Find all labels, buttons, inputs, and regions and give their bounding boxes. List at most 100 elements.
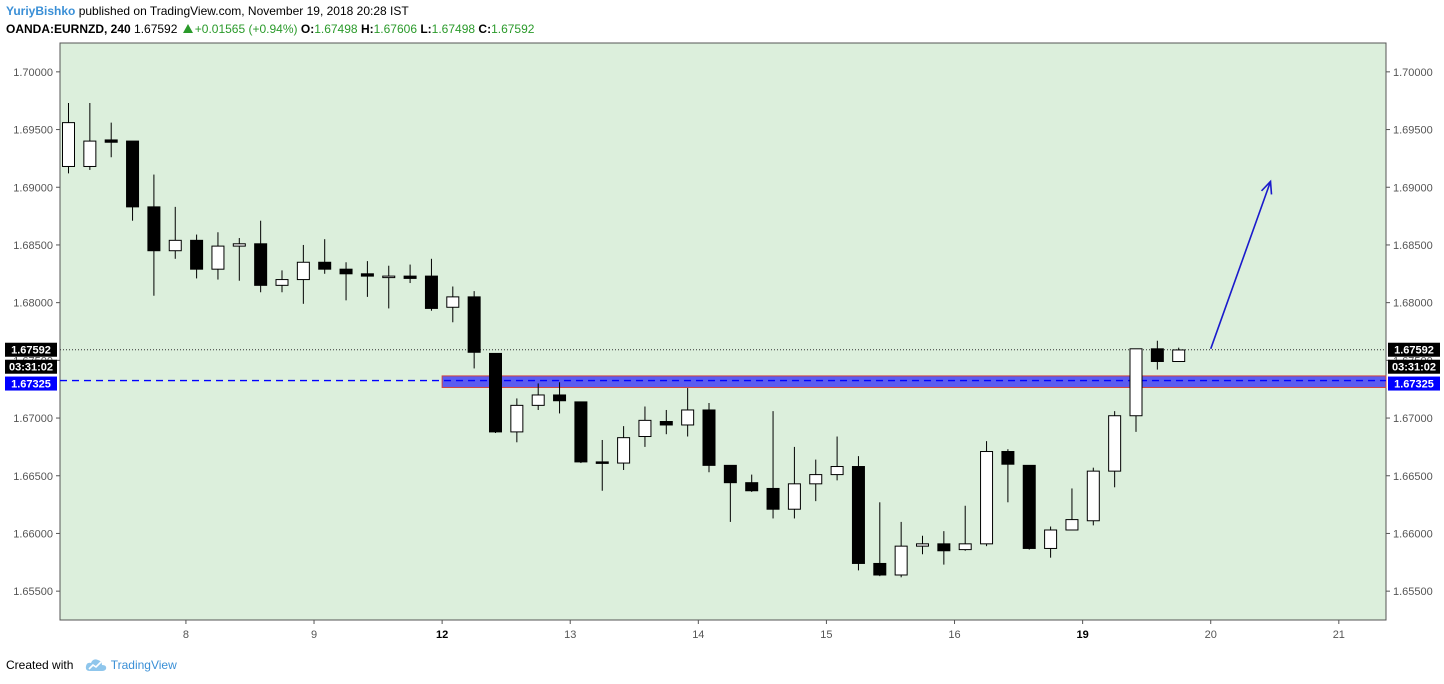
candle-body (937, 543, 951, 552)
y-tick-label-left: 1.66000 (13, 528, 53, 540)
candle-body (617, 437, 631, 464)
countdown-tag-left: 03:31:02 (9, 362, 53, 374)
candle-body (467, 296, 481, 353)
candle-body (83, 140, 97, 167)
y-tick-label-right: 1.68500 (1393, 240, 1433, 252)
candle-body (275, 279, 289, 286)
countdown-tag-right-bg (1388, 359, 1440, 374)
support-tag-left: 1.67325 (11, 379, 51, 391)
y-tick-label-right: 1.70000 (1393, 67, 1433, 79)
open-label: O: (300, 22, 315, 36)
candle-body (659, 421, 673, 426)
tradingview-cloud-icon (85, 659, 106, 671)
current-price-tag-left-bg (5, 342, 57, 357)
x-tick-label: 21 (1333, 629, 1345, 641)
candle-body (553, 394, 567, 402)
x-tick-label: 14 (692, 629, 704, 641)
candle-body (232, 243, 246, 247)
x-tick-label: 9 (311, 629, 317, 641)
y-tick-label-left: 1.70000 (13, 67, 53, 79)
candle-body (830, 466, 844, 476)
candle-body (382, 275, 396, 279)
y-tick-label-right: 1.66000 (1393, 528, 1433, 540)
tradingview-brand[interactable]: TradingView (110, 658, 177, 672)
created-with-text: Created with (6, 658, 74, 672)
support-zone (441, 375, 1387, 388)
candle-body (1150, 348, 1164, 363)
candle-body (424, 275, 438, 309)
x-tick-label: 15 (820, 629, 832, 641)
countdown-tag-left-bg (5, 359, 57, 374)
low-value: 1.67498 (431, 22, 476, 36)
x-tick-label: 20 (1205, 629, 1217, 641)
high-label: H: (360, 22, 374, 36)
candle-body (809, 474, 823, 485)
up-arrow-icon (182, 24, 193, 33)
candle-body (147, 206, 161, 252)
candle-body (1086, 470, 1100, 522)
support-tag-right-bg (1388, 376, 1440, 391)
candle-body (1044, 529, 1058, 549)
y-tick-label-left: 1.69000 (13, 182, 53, 194)
candle-body (1001, 451, 1015, 465)
author-name[interactable]: YuriyBishko (6, 4, 76, 18)
candle-body (766, 487, 780, 510)
y-tick-label-right: 1.69500 (1393, 125, 1433, 137)
open-value: 1.67498 (314, 22, 358, 36)
footer: Created with TradingView (6, 658, 177, 672)
support-tag-left-bg (5, 376, 57, 391)
candle-body (681, 409, 695, 426)
candle-body (126, 140, 140, 208)
y-tick-label-left: 1.65500 (13, 586, 53, 598)
change-value: +0.01565 (+0.94%) (194, 22, 298, 36)
y-tick-label-right: 1.65500 (1393, 586, 1433, 598)
current-price-tag-right: 1.67592 (1394, 345, 1434, 357)
candle-body (638, 419, 652, 438)
x-tick-label: 12 (436, 629, 448, 641)
current-price-tag-left: 1.67592 (11, 345, 51, 357)
y-tick-label-right: 1.68000 (1393, 298, 1433, 310)
header-line-2: OANDA:EURNZD, 240 1.67592 +0.01565 (+0.9… (6, 22, 534, 36)
x-tick-label: 13 (564, 629, 576, 641)
y-tick-label-left: 1.69500 (13, 125, 53, 137)
close-label: C: (478, 22, 492, 36)
candle-body (980, 451, 994, 545)
y-tick-label-left: 1.66500 (13, 471, 53, 483)
x-tick-label: 19 (1077, 629, 1089, 641)
candle-body (1172, 349, 1186, 363)
candle-body (873, 562, 887, 576)
published-text: published on TradingView.com, November 1… (78, 4, 409, 18)
candle-body (745, 482, 759, 492)
y-tick-label-right: 1.67000 (1393, 413, 1433, 425)
candle-body (787, 483, 801, 510)
candle-body (211, 245, 225, 270)
candle-body (702, 409, 716, 466)
candle-body (1065, 519, 1079, 531)
last-price: 1.67592 (134, 22, 178, 36)
candle-body (360, 273, 374, 277)
current-price-tag-right-bg (1388, 342, 1440, 357)
projection-arrow-head (1260, 179, 1273, 195)
support-tag-right: 1.67325 (1394, 379, 1434, 391)
candle-body (1129, 348, 1143, 417)
low-label: L: (420, 22, 432, 36)
candle-body (595, 461, 609, 464)
projection-arrow-line (1209, 181, 1272, 350)
y-tick-label-left: 1.68000 (13, 298, 53, 310)
candle-body (489, 352, 502, 433)
high-value: 1.67606 (373, 22, 417, 36)
x-tick-label: 16 (948, 629, 960, 641)
symbol-label: OANDA:EURNZD, 240 (6, 22, 131, 36)
candle-body (574, 401, 588, 463)
candle-body (318, 261, 332, 270)
y-tick-label-right: 1.66500 (1393, 471, 1433, 483)
candle-body (1022, 464, 1036, 549)
candle-body (104, 139, 118, 143)
candle-body (894, 545, 908, 576)
candle-body (254, 243, 268, 286)
plot-area (59, 42, 1387, 621)
candle-body (62, 122, 75, 167)
candle-body (296, 261, 310, 281)
candle-body (1108, 415, 1122, 472)
